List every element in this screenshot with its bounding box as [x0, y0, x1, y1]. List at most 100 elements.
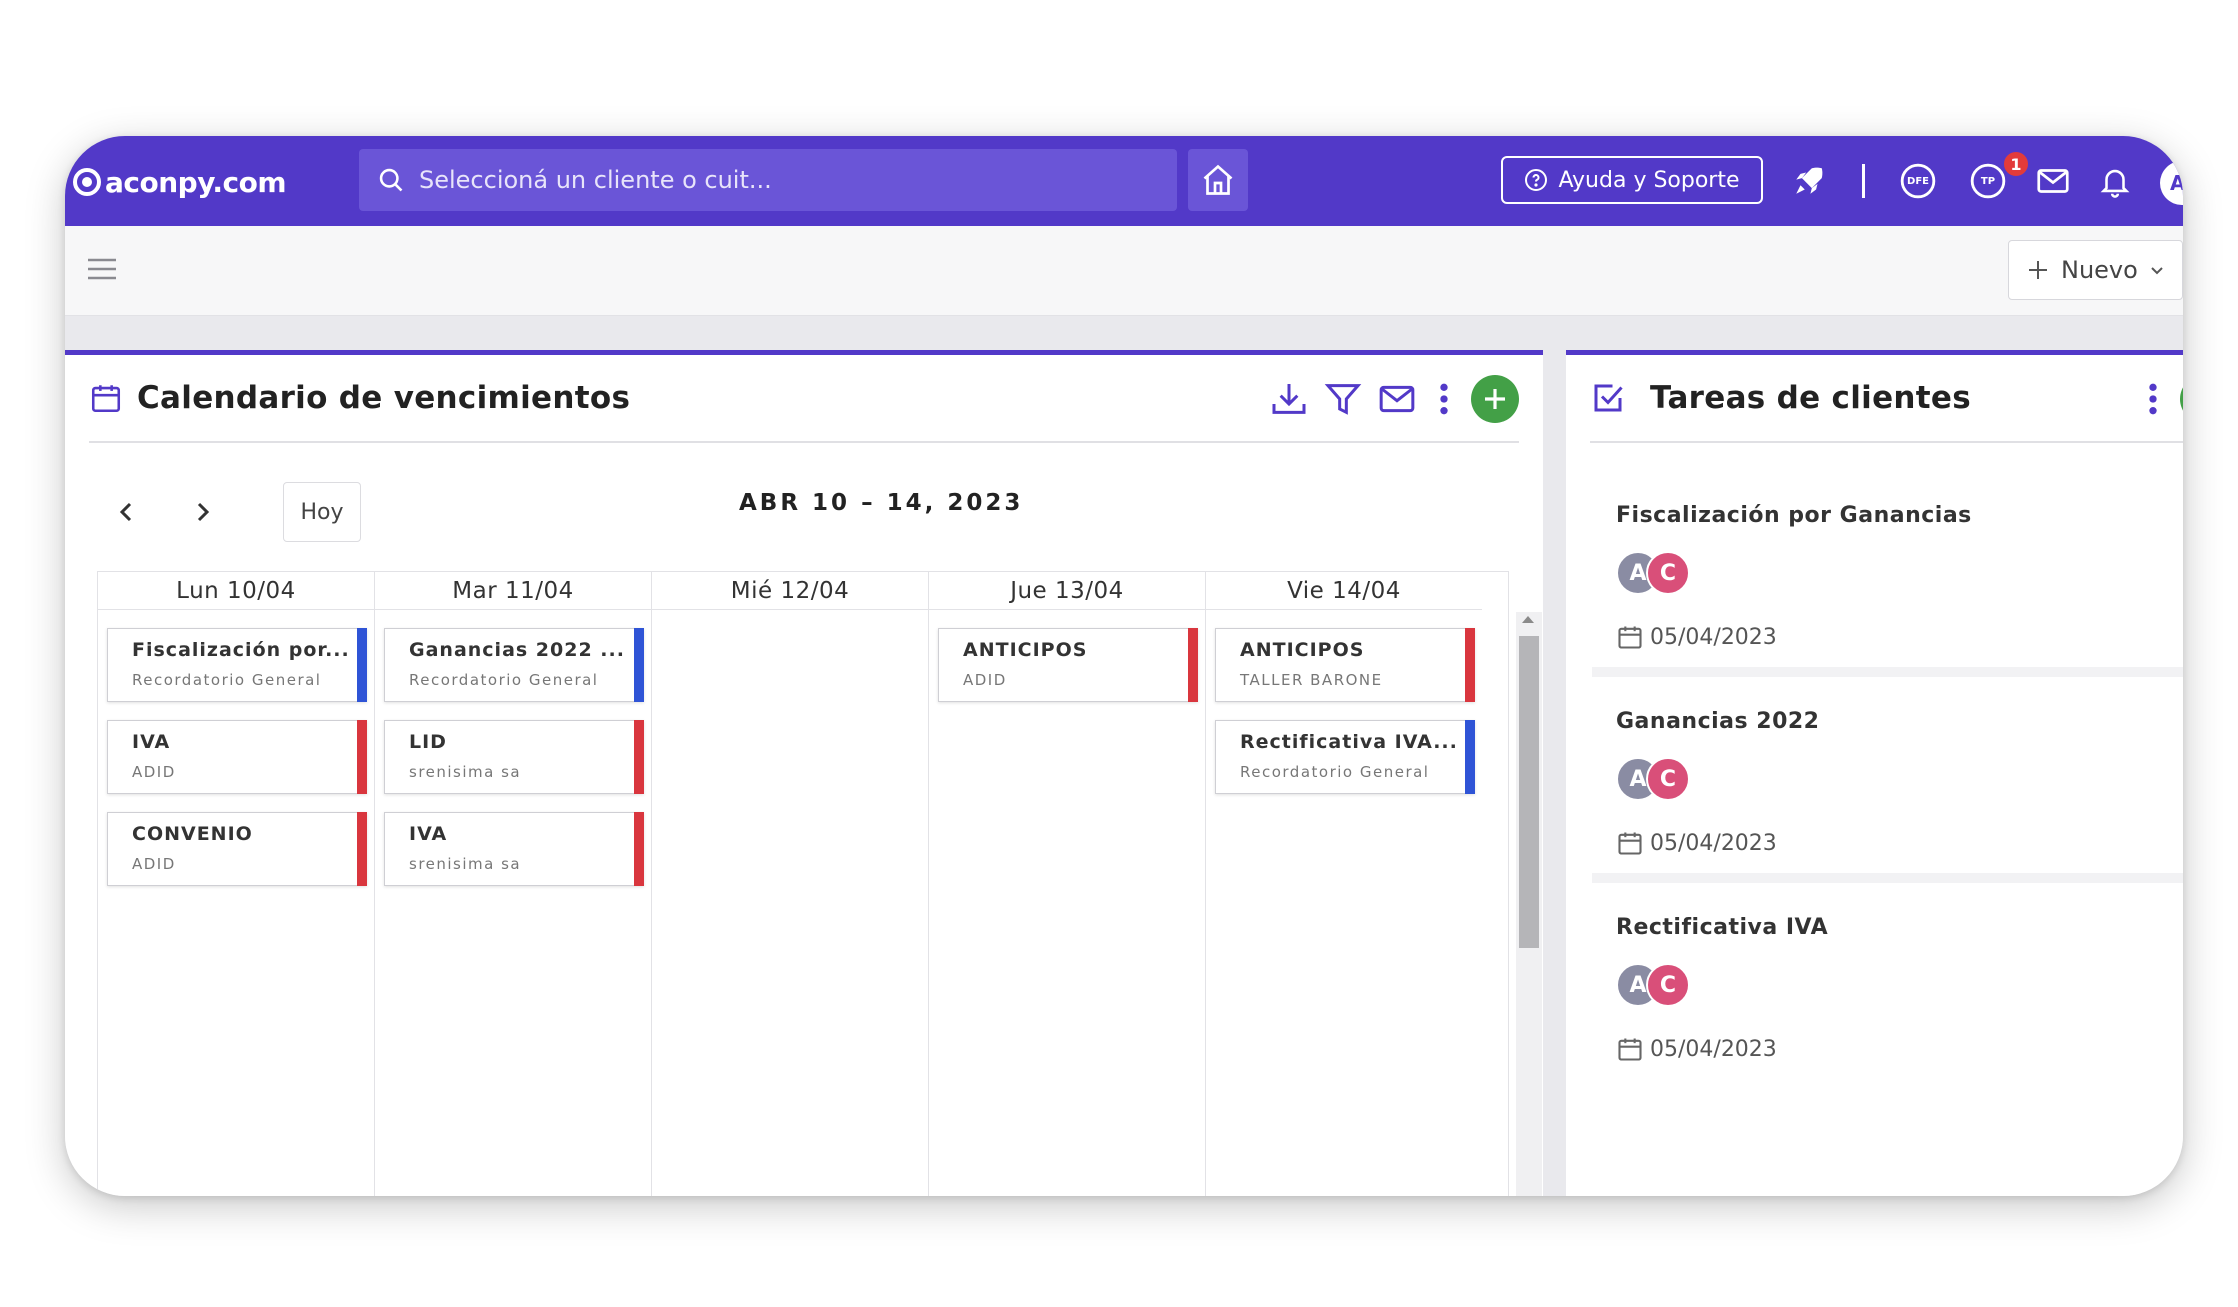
- plus-icon: [2029, 261, 2047, 279]
- dfe-label: DFE: [1907, 175, 1929, 187]
- checkbox-checked-icon: [1594, 384, 1623, 412]
- more-vertical-icon[interactable]: [1431, 379, 1457, 419]
- dfe-button[interactable]: DFE: [1896, 159, 1940, 203]
- task-title: Fiscalización por Ganancias: [1616, 503, 1972, 528]
- avatar: C: [1646, 963, 1690, 1007]
- search-input[interactable]: Seleccioná un cliente o cuit...: [419, 166, 772, 194]
- day-column-monday: Lun 10/04 Fiscalización por... Recordato…: [98, 572, 375, 1196]
- event-color-bar: [357, 812, 367, 886]
- add-event-button[interactable]: [1471, 375, 1519, 423]
- calendar-event[interactable]: CONVENIO ADID: [107, 812, 367, 886]
- event-title: IVA: [132, 731, 171, 753]
- task-title: Rectificativa IVA: [1616, 915, 1829, 940]
- plus-icon: [1485, 389, 1505, 409]
- mail-button[interactable]: [2031, 159, 2075, 203]
- scroll-up-arrow-icon[interactable]: [1522, 616, 1534, 623]
- event-title: ANTICIPOS: [1240, 639, 1365, 661]
- event-title: ANTICIPOS: [963, 639, 1088, 661]
- rocket-icon: [1796, 167, 1823, 194]
- chevron-left-icon: [119, 502, 132, 522]
- divider: [1862, 164, 1865, 198]
- calendar-title: Calendario de vencimientos: [137, 380, 631, 416]
- add-task-button[interactable]: [2180, 375, 2183, 423]
- calendar-icon: [1618, 1038, 1642, 1061]
- calendar-event[interactable]: Ganancias 2022 ... Recordatorio General: [384, 628, 644, 702]
- event-subtitle: ADID: [132, 763, 176, 781]
- bell-icon: [2100, 169, 2130, 198]
- mail-icon[interactable]: [1377, 379, 1417, 419]
- logo[interactable]: aconpy.com: [73, 164, 287, 200]
- calendar-event[interactable]: Rectificativa IVA... Recordatorio Genera…: [1215, 720, 1475, 794]
- today-button[interactable]: Hoy: [283, 482, 361, 542]
- menu-icon: [88, 258, 116, 280]
- day-column-thursday: Jue 13/04 ANTICIPOS ADID: [929, 572, 1206, 1196]
- day-header: Jue 13/04: [929, 572, 1205, 610]
- new-button[interactable]: Nuevo: [2008, 240, 2183, 300]
- day-header: Lun 10/04: [98, 572, 374, 610]
- week-grid: Lun 10/04 Fiscalización por... Recordato…: [97, 571, 1542, 1196]
- hamburger-button[interactable]: [87, 256, 117, 286]
- event-title: Rectificativa IVA...: [1240, 731, 1458, 753]
- vertical-scrollbar[interactable]: [1516, 612, 1542, 1196]
- calendar-icon: [1618, 626, 1642, 649]
- task-date-text: 05/04/2023: [1650, 624, 1777, 650]
- task-date: 05/04/2023: [1616, 829, 1777, 857]
- notification-badge: 1: [2002, 150, 2030, 178]
- user-avatar[interactable]: A: [2160, 161, 2183, 205]
- event-color-bar: [357, 628, 367, 702]
- download-icon[interactable]: [1269, 379, 1309, 419]
- calendar-navigation: Hoy ABR 10 – 14, 2023: [89, 482, 1529, 542]
- calendar-event[interactable]: Fiscalización por... Recordatorio Genera…: [107, 628, 367, 702]
- event-subtitle: srenisima sa: [409, 763, 522, 781]
- home-button[interactable]: [1188, 149, 1248, 211]
- calendar-panel: Calendario de vencimientos Hoy ABR 10 – …: [65, 350, 1543, 1196]
- date-range: ABR 10 – 14, 2023: [739, 490, 1024, 516]
- next-week-button[interactable]: [183, 492, 223, 532]
- client-search[interactable]: Seleccioná un cliente o cuit...: [359, 149, 1177, 211]
- notifications-button[interactable]: [2093, 159, 2137, 203]
- search-icon: [379, 168, 403, 192]
- event-subtitle: Recordatorio General: [132, 671, 322, 689]
- task-card[interactable]: Rectificativa IVA A C 05/04/2023: [1592, 899, 2183, 1089]
- tp-icon: [1970, 163, 2006, 199]
- mail-icon: [2037, 169, 2069, 193]
- calendar-event[interactable]: IVA srenisima sa: [384, 812, 644, 886]
- chevron-right-icon: [197, 502, 210, 522]
- calendar-header: Calendario de vencimientos: [89, 355, 1519, 443]
- logo-text: aconpy.com: [105, 165, 287, 199]
- toolbar: Nuevo: [65, 226, 2183, 316]
- calendar-event[interactable]: IVA ADID: [107, 720, 367, 794]
- event-subtitle: TALLER BARONE: [1240, 671, 1383, 689]
- task-date: 05/04/2023: [1616, 623, 1777, 651]
- calendar-event[interactable]: LID srenisima sa: [384, 720, 644, 794]
- calendar-event[interactable]: ANTICIPOS ADID: [938, 628, 1198, 702]
- event-color-bar: [634, 812, 644, 886]
- event-subtitle: ADID: [963, 671, 1007, 689]
- calendar-event[interactable]: ANTICIPOS TALLER BARONE: [1215, 628, 1475, 702]
- event-title: IVA: [409, 823, 448, 845]
- chevron-down-icon: [2151, 267, 2163, 275]
- task-assignees: A C: [1616, 963, 1696, 1009]
- day-header: Mié 12/04: [652, 572, 928, 610]
- event-title: LID: [409, 731, 447, 753]
- scrollbar-thumb[interactable]: [1519, 636, 1539, 948]
- help-support-button[interactable]: Ayuda y Soporte: [1501, 156, 1763, 204]
- tasks-title: Tareas de clientes: [1650, 380, 1971, 416]
- tp-button[interactable]: TP: [1966, 159, 2010, 203]
- day-header: Vie 14/04: [1206, 572, 1482, 610]
- event-title: Ganancias 2022 ...: [409, 639, 625, 661]
- tp-label: TP: [1980, 175, 1996, 187]
- task-card[interactable]: Fiscalización por Ganancias A C 05/04/20…: [1592, 487, 2183, 677]
- day-column-friday: Vie 14/04 ANTICIPOS TALLER BARONE Rectif…: [1206, 572, 1482, 1196]
- task-date: 05/04/2023: [1616, 1035, 1777, 1063]
- tasks-actions: [2140, 375, 2183, 423]
- prev-week-button[interactable]: [106, 492, 146, 532]
- rocket-button[interactable]: [1787, 159, 1831, 203]
- task-date-text: 05/04/2023: [1650, 830, 1777, 856]
- event-color-bar: [1465, 720, 1475, 794]
- more-vertical-icon[interactable]: [2140, 379, 2166, 419]
- event-title: CONVENIO: [132, 823, 253, 845]
- filter-icon[interactable]: [1323, 379, 1363, 419]
- task-card[interactable]: Ganancias 2022 A C 05/04/2023: [1592, 693, 2183, 883]
- event-color-bar: [634, 628, 644, 702]
